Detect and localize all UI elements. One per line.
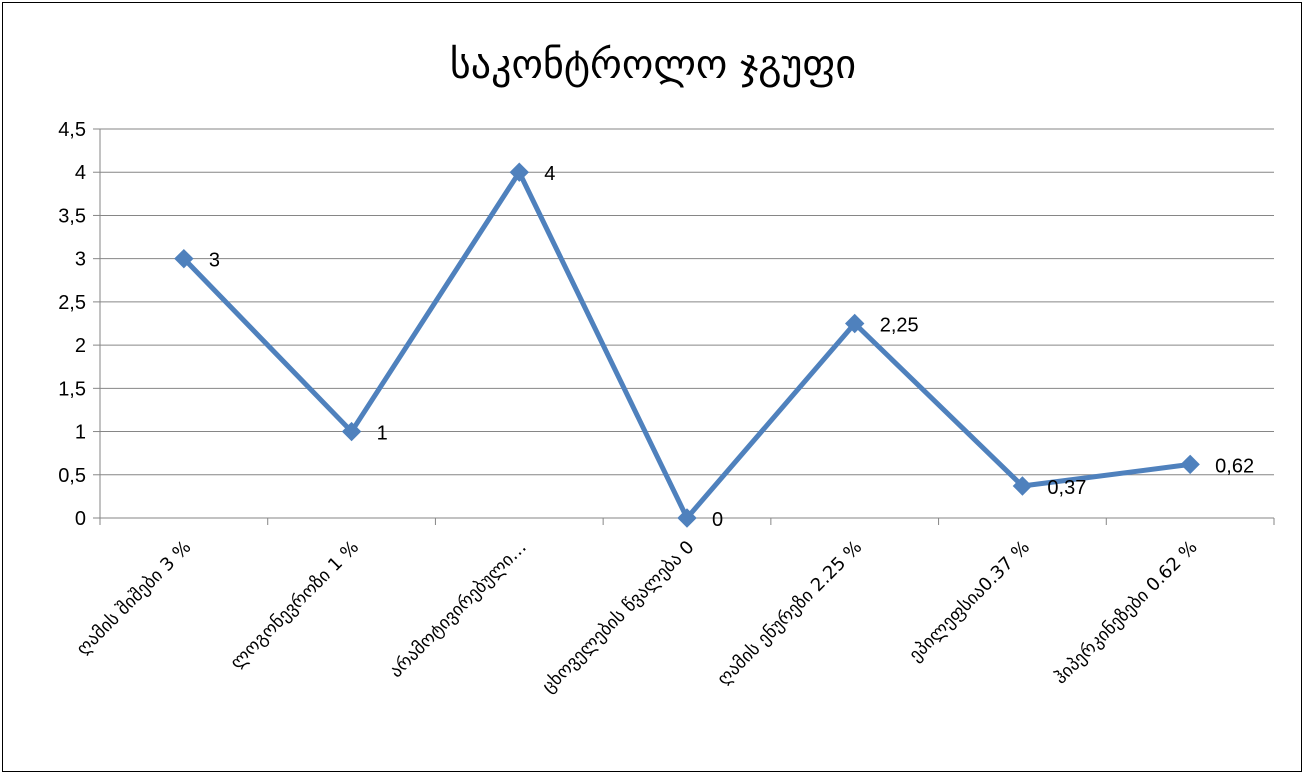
data-label: 2,25: [880, 315, 919, 337]
y-tick-label: 2: [75, 335, 86, 357]
axes: [93, 128, 1275, 525]
data-point-marker: [845, 313, 865, 334]
data-point-marker: [174, 248, 194, 269]
data-point-marker: [509, 162, 529, 182]
y-tick-label: 3: [75, 249, 86, 271]
y-tick-label: 2,5: [58, 292, 86, 314]
data-label: 1: [377, 423, 388, 445]
x-category-label: ცხოველების წვალება 0: [538, 537, 698, 697]
y-tick-label: 4,5: [58, 119, 86, 141]
data-point-marker: [341, 421, 362, 442]
data-label: 0,62: [1215, 455, 1254, 477]
x-category-label: ეპილეფსია0.37 %: [905, 537, 1034, 666]
data-point-marker: [1012, 476, 1033, 496]
x-category-label: ღამის შიშები 3 %: [72, 537, 195, 660]
data-label: 4: [544, 163, 555, 185]
x-category-label: არამოტივირებული…: [386, 537, 531, 682]
x-category-label: ღამის ენურეზი 2.25 %: [713, 537, 866, 690]
data-label: 0,37: [1047, 477, 1086, 499]
data-label: 3: [209, 250, 220, 272]
y-tick-label: 3,5: [58, 205, 86, 227]
y-tick-label: 0,5: [58, 465, 86, 487]
x-category-label: ჰიპერკინეზები 0.62 %: [1050, 537, 1202, 689]
labels: 0 0,5 1 1,5 2 2,5 3 3,5 4 4,5 ღამის შიშები 3 % ლოგო…: [58, 119, 1254, 697]
data-label: 0: [712, 509, 723, 531]
data-point-marker: [677, 508, 697, 528]
data-point-marker: [1180, 454, 1200, 475]
x-category-label: ლოგონევროზი 1 %: [226, 537, 363, 674]
series: [174, 162, 1200, 528]
gridlines: [100, 128, 1274, 476]
y-tick-label: 1,5: [58, 378, 86, 400]
y-tick-label: 1: [75, 422, 86, 444]
chart-title: საკონტროლო ჯგუფი: [449, 42, 857, 88]
y-tick-label: 0: [75, 508, 86, 530]
y-tick-label: 4: [75, 162, 86, 184]
